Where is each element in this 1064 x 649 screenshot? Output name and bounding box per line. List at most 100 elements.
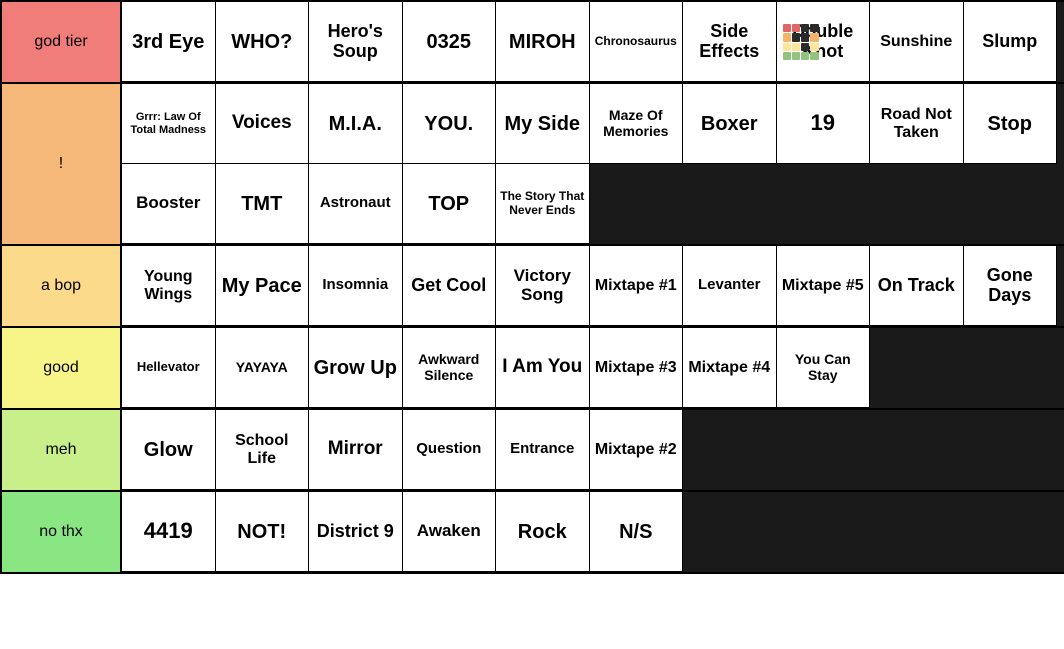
tier-item-label: Stop (988, 113, 1032, 135)
tier-item-label: My Pace (222, 275, 302, 297)
tier-item-label: Hero's Soup (313, 22, 398, 62)
tier-item[interactable]: Hero's Soup (309, 2, 403, 82)
tier-item[interactable]: Road Not Taken (870, 84, 964, 164)
tier-item[interactable]: Double Knot (777, 2, 871, 82)
tier-item[interactable]: You Can Stay (777, 328, 871, 408)
tier-label-meh[interactable]: meh (2, 410, 122, 490)
tier-item[interactable]: Mirror (309, 410, 403, 490)
tier-item-label: Mixtape #1 (595, 277, 677, 295)
tier-item[interactable]: YOU. (403, 84, 497, 164)
tier-item-label: 19 (811, 111, 835, 135)
tier-item[interactable]: Chronosaurus (590, 2, 684, 82)
tier-item[interactable]: 19 (777, 84, 871, 164)
tier-item[interactable]: Hellevator (122, 328, 216, 408)
tier-item-label: Get Cool (411, 276, 486, 296)
tier-item-label: Victory Song (500, 267, 585, 304)
tier-item[interactable]: Grow Up (309, 328, 403, 408)
tier-item-label: Road Not Taken (874, 106, 959, 141)
tier-item-label: Question (416, 441, 481, 458)
tier-item-label: TMT (241, 193, 282, 215)
tier-item[interactable]: Get Cool (403, 246, 497, 326)
tier-item[interactable]: M.I.A. (309, 84, 403, 164)
tier-items-excl: Grrr: Law Of Total MadnessVoicesM.I.A. YO… (122, 84, 1064, 244)
tier-item[interactable]: I Am You (496, 328, 590, 408)
tier-item[interactable]: Booster (122, 164, 216, 244)
tier-item-label: Boxer (701, 113, 758, 135)
tier-item[interactable]: Victory Song (496, 246, 590, 326)
tier-item[interactable]: 4419 (122, 492, 216, 572)
tier-item[interactable]: Young Wings (122, 246, 216, 326)
tier-item[interactable]: The Story That Never Ends (496, 164, 590, 244)
tier-item-label: Levanter (698, 277, 761, 294)
tier-item[interactable]: N/S (590, 492, 684, 572)
tier-item[interactable]: Question (403, 410, 497, 490)
tier-label-excl[interactable]: ! (2, 84, 122, 244)
tier-item[interactable]: 0325 (403, 2, 497, 82)
tier-item-label: 4419 (144, 519, 193, 543)
tier-item-label: Side Effects (687, 22, 772, 62)
tier-item-label: Hellevator (137, 360, 200, 374)
tier-items-god: 3rd EyeWHO?Hero's Soup 0325 MIROH Chronosau… (122, 2, 1064, 82)
tier-item[interactable]: Glow (122, 410, 216, 490)
tier-item[interactable]: Mixtape #2 (590, 410, 684, 490)
tier-item-label: Booster (136, 194, 200, 213)
tier-item-label: Insomnia (322, 277, 388, 294)
tier-item[interactable]: Sunshine (870, 2, 964, 82)
tier-item-label: My Side (504, 113, 580, 135)
tier-item[interactable]: School Life (216, 410, 310, 490)
tier-item[interactable]: Awkward Silence (403, 328, 497, 408)
tier-row-abop: a bopYoung Wings My Pace Insomnia Get Cool V… (2, 246, 1064, 328)
tier-item[interactable]: YAYAYA (216, 328, 310, 408)
tier-item[interactable]: Voices (216, 84, 310, 164)
tier-item[interactable]: Stop (964, 84, 1058, 164)
tier-item-label: Mixtape #3 (595, 359, 677, 377)
tier-item[interactable]: Insomnia (309, 246, 403, 326)
tier-item[interactable]: Mixtape #5 (777, 246, 871, 326)
tier-item[interactable]: NOT! (216, 492, 310, 572)
tier-item[interactable]: Gone Days (964, 246, 1058, 326)
tier-item[interactable]: MIROH (496, 2, 590, 82)
tier-item[interactable]: My Side (496, 84, 590, 164)
tier-item[interactable]: Side Effects (683, 2, 777, 82)
tier-item-label: Grow Up (314, 357, 397, 379)
tier-item[interactable]: Slump (964, 2, 1058, 82)
tier-item[interactable]: TOP (403, 164, 497, 244)
tier-label-good[interactable]: good (2, 328, 122, 408)
tier-item[interactable]: TMT (216, 164, 310, 244)
tier-item-label: Astronaut (320, 195, 391, 212)
tier-item-label: NOT! (237, 521, 286, 543)
tier-item[interactable]: Awaken (403, 492, 497, 572)
tier-item-label: Maze Of Memories (594, 108, 679, 139)
tier-item[interactable]: On Track (870, 246, 964, 326)
tier-item[interactable]: 3rd Eye (122, 2, 216, 82)
tier-label-nothx[interactable]: no thx (2, 492, 122, 572)
tier-label-abop[interactable]: a bop (2, 246, 122, 326)
tier-items-abop: Young Wings My Pace Insomnia Get Cool Victor… (122, 246, 1064, 326)
tier-label-god[interactable]: god tier (2, 2, 122, 82)
tier-item[interactable]: Mixtape #3 (590, 328, 684, 408)
tier-item[interactable]: Entrance (496, 410, 590, 490)
tier-item-label: District 9 (317, 522, 394, 542)
tier-item-label: 0325 (427, 31, 472, 53)
tier-item[interactable]: Levanter (683, 246, 777, 326)
tier-item[interactable]: Boxer (683, 84, 777, 164)
tier-item-label: YOU. (424, 113, 473, 135)
tier-item[interactable]: Rock (496, 492, 590, 572)
tier-item[interactable]: Mixtape #1 (590, 246, 684, 326)
tier-item[interactable]: Maze Of Memories (590, 84, 684, 164)
tier-item[interactable]: District 9 (309, 492, 403, 572)
tier-item[interactable]: Grrr: Law Of Total Madness (122, 84, 216, 164)
tier-item[interactable]: WHO? (216, 2, 310, 82)
tier-list: god tier3rd EyeWHO?Hero's Soup 0325 MIROH C… (0, 0, 1064, 574)
tier-items-nothx: 4419 NOT! District 9 Awaken Rock N/S (122, 492, 1064, 572)
tier-item-label: School Life (220, 432, 305, 467)
tier-item[interactable]: My Pace (216, 246, 310, 326)
tier-item[interactable]: Astronaut (309, 164, 403, 244)
tier-item-label: Glow (144, 439, 193, 461)
tier-item-label: TOP (428, 193, 469, 215)
tier-item-label: Rock (518, 521, 567, 543)
tier-item-label: Awkward Silence (407, 352, 492, 383)
tier-item[interactable]: Mixtape #4 (683, 328, 777, 408)
tier-item-label: MIROH (509, 31, 576, 53)
tier-row-excl: !Grrr: Law Of Total MadnessVoicesM.I.A. Y… (2, 84, 1064, 246)
